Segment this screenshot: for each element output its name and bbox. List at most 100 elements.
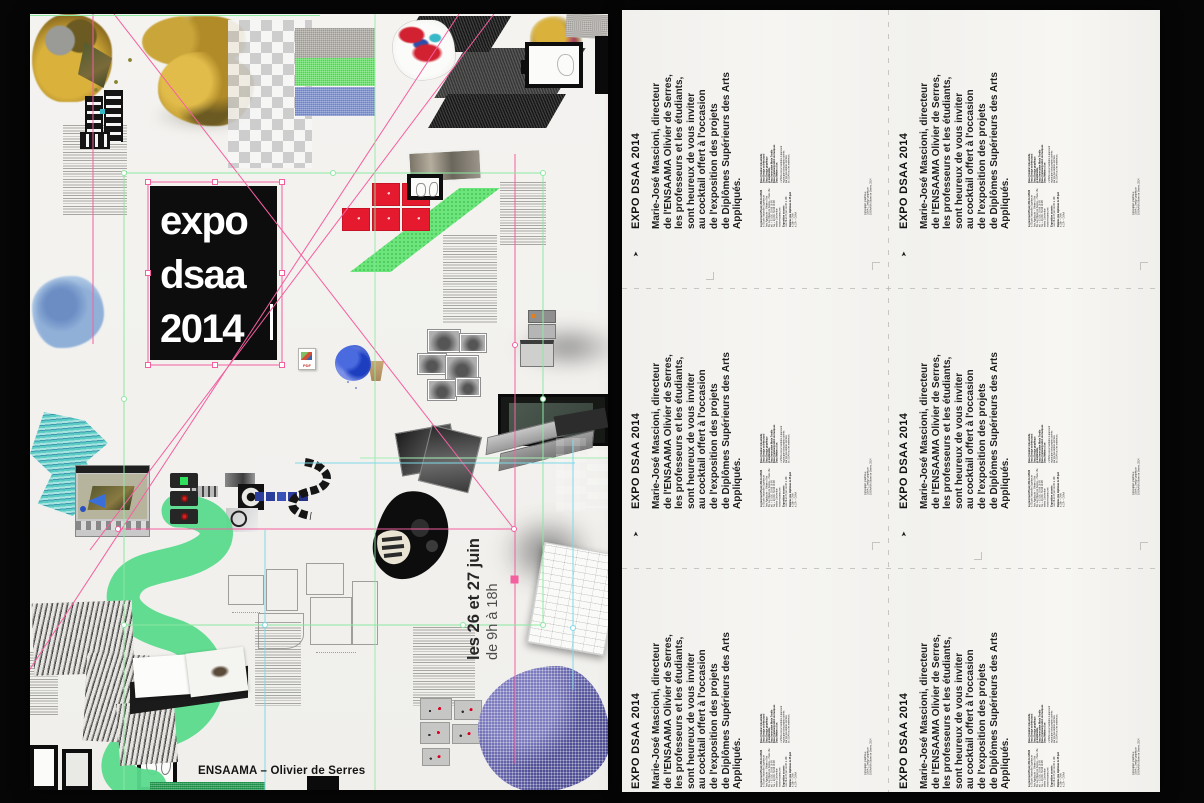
invitation-body-line: Appliqués. <box>1000 737 1012 789</box>
invitation-body-line: au cocktail offert à l'occasion <box>965 649 977 789</box>
invitation-body-line: de Diplômes Supérieurs des Arts <box>988 632 1000 789</box>
purple-texture-blob <box>478 666 608 790</box>
3d-object <box>87 486 135 510</box>
invitation-body-line: de l'ENSAAMA Olivier de Serres, <box>662 634 674 789</box>
invitation-body-line: Appliqués. <box>1000 177 1012 229</box>
invitation-body-line: de l'ENSAAMA Olivier de Serres, <box>662 354 674 509</box>
invitation-body-line: Appliqués. <box>732 737 744 789</box>
green-noise-swatch <box>295 58 375 86</box>
corner-mark <box>1140 542 1148 550</box>
micro-text-column <box>443 235 497 324</box>
invitation-title: EXPO DSAA 2014 <box>630 692 642 789</box>
window-titlebar <box>76 466 149 473</box>
invitation-title: EXPO DSAA 2014 <box>630 412 642 509</box>
invitation-body-line: au cocktail offert à l'occasion <box>965 89 977 229</box>
fine-print-line: du DSAA sur les extérieurs. <box>787 153 791 183</box>
red-accent-thumbnail <box>420 722 450 744</box>
invitation-body-line: de Diplômes Supérieurs des Arts <box>988 352 1000 509</box>
photo-thumbnail <box>455 377 481 397</box>
booklet-page <box>132 654 194 698</box>
invitation-body-line: Appliqués. <box>732 177 744 229</box>
invitation-body-line: les professeurs et les étudiants, <box>674 636 686 789</box>
mini-window <box>528 324 556 339</box>
arrow-marker-icon: ➤ <box>633 531 640 537</box>
red-tile-thumbnail <box>372 183 400 206</box>
pdf-thumbnail-image <box>301 352 312 360</box>
expo-title-line: 2014 <box>160 307 244 351</box>
fine-print-line: du DSAA sur les extérieurs. <box>1055 153 1059 183</box>
cut-line <box>622 288 1160 289</box>
plan-detail <box>316 647 356 653</box>
corner-mark <box>1140 262 1148 270</box>
invitation-print-sheet: ➤ EXPO DSAA 2014 Marie-José Mascioni, di… <box>622 10 1160 792</box>
poster-footer: ENSAAMA – Olivier de Serres <box>198 765 366 777</box>
invitation-body-line: de l'exposition des projets <box>976 383 988 509</box>
fine-print-line: à 17h – DSAA <box>794 211 797 227</box>
credits-lines: Conception graphique DSAA 1 Design graphi… <box>1132 663 1140 775</box>
invitation-body-line: de l'exposition des projets <box>708 663 720 789</box>
fine-print-line: à 17h – DSAA <box>794 491 797 507</box>
date-line-bold: les 26 et 27 juin <box>465 538 483 660</box>
invitation-body-line: de Diplômes Supérieurs des Arts <box>720 72 732 229</box>
invitation-body-line: les professeurs et les étudiants, <box>942 356 954 509</box>
invitation-body-line: Marie-José Mascioni, directeur <box>919 82 930 229</box>
invitation-body-line: de l'exposition des projets <box>976 103 988 229</box>
gray-noise-swatch <box>295 28 375 58</box>
orange-dot <box>531 314 535 318</box>
fine-print-programs: Dsaa Création industrielle Dsaa Design ar… <box>760 631 791 743</box>
window-toolbar <box>76 521 149 530</box>
invitation-title: EXPO DSAA 2014 <box>898 692 910 789</box>
invitation-body: Marie-José Mascioni, directeur de l'ENSAA… <box>651 72 744 229</box>
fine-print-line: du DSAA sur les extérieurs. <box>787 433 791 463</box>
viewport-canvas <box>78 474 147 519</box>
credits-lines: Conception graphique DSAA 1 Design graphi… <box>864 663 872 775</box>
fine-print-programs: Dsaa Création industrielle Dsaa Design ar… <box>1028 71 1059 183</box>
invitation-body-line: les professeurs et les étudiants, <box>942 636 954 789</box>
invitation-body-line: de Diplômes Supérieurs des Arts <box>720 632 732 789</box>
invitation-body-line: de l'ENSAAMA Olivier de Serres, <box>662 74 674 229</box>
invitation-body: Marie-José Mascioni, directeur de l'ENSAA… <box>651 352 744 509</box>
fine-print-programs: Dsaa Création industrielle Dsaa Design ar… <box>760 71 791 183</box>
tablet-sketch-thumbnail <box>407 174 443 200</box>
button-panel <box>170 509 198 524</box>
fine-print-line: ENSAAMA Olivier de Serres, 2014 <box>1136 738 1140 775</box>
poster-sheet: PDF <box>30 14 608 790</box>
mini-window <box>520 340 554 367</box>
invitation-body-line: les professeurs et les étudiants, <box>674 356 686 509</box>
photo-thumbnail <box>427 379 457 401</box>
invitation-body-line: au cocktail offert à l'occasion <box>965 369 977 509</box>
fine-print-line: à 17h – DSAA <box>794 771 797 787</box>
blue-pixel-gradient <box>556 438 586 512</box>
plan-room <box>352 581 378 645</box>
fine-print-programs: Dsaa Création industrielle Dsaa Design ar… <box>1028 631 1059 743</box>
invitation-body-line: Marie-José Mascioni, directeur <box>919 642 930 789</box>
invitation-body-line: de l'exposition des projets <box>708 103 720 229</box>
arrow-marker-icon: ➤ <box>901 531 908 537</box>
sketchbook-thumbnail <box>521 42 583 88</box>
notebook-tab <box>521 60 527 74</box>
invitation-body: Marie-José Mascioni, directeur de l'ENSAA… <box>919 352 1012 509</box>
fine-print-line: à 17h – DSAA <box>1062 771 1065 787</box>
fine-print-programs: Dsaa Création industrielle Dsaa Design ar… <box>760 351 791 463</box>
red-button <box>181 513 188 520</box>
invitation-body-line: de l'exposition des projets <box>976 663 988 789</box>
arrow-marker-icon: ➤ <box>633 251 640 257</box>
red-accent-thumbnail <box>420 698 452 720</box>
koi-fish-collage <box>393 20 455 80</box>
sketch-mark <box>429 182 438 197</box>
invitation-body-line: Marie-José Mascioni, directeur <box>651 82 662 229</box>
noise-diamond-collage <box>428 94 566 128</box>
invitation-credits: Conception graphique DSAA 1 Design graphi… <box>864 375 892 775</box>
plan-room <box>266 569 298 611</box>
sketch-mark <box>557 54 574 76</box>
invitation-body-line: Marie-José Mascioni, directeur <box>651 642 662 789</box>
fine-print-line: à 17h – DSAA <box>1062 491 1065 507</box>
viewport-3d-window <box>75 465 150 537</box>
invitation-body-line: au cocktail offert à l'occasion <box>697 89 709 229</box>
chain-snake-collage <box>288 458 331 520</box>
invitation-card: ➤ EXPO DSAA 2014 Marie-José Mascioni, di… <box>630 35 874 285</box>
button-panel <box>170 473 198 488</box>
invitation-body-line: sont heureux de vous inviter <box>685 92 697 229</box>
green-button <box>180 477 188 485</box>
